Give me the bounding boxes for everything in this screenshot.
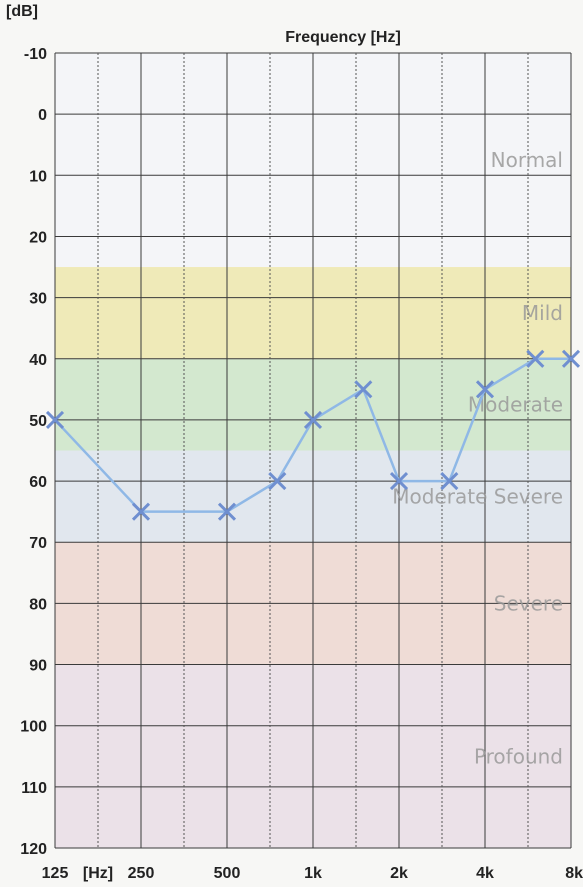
series [45, 349, 581, 521]
data-point-2 [217, 502, 237, 521]
y-tick-9: 80 [29, 596, 47, 613]
y-tick-0: -10 [24, 46, 47, 63]
data-point-10 [561, 349, 581, 368]
y-tick-6: 50 [29, 413, 47, 430]
y-tick-labels: -10 0 10 20 30 40 50 60 70 80 90 100 110 120 [20, 46, 47, 858]
band-label-2: Moderate [468, 393, 563, 417]
x-tick-1: [Hz] [83, 865, 113, 882]
data-point-7 [440, 472, 459, 491]
y-tick-4: 30 [29, 291, 47, 308]
y-tick-12: 110 [21, 780, 47, 797]
grid [54, 52, 572, 849]
data-point-1 [131, 502, 151, 521]
x-tick-2: 250 [128, 865, 155, 882]
band-label-3: Moderate Severe [392, 484, 563, 508]
x-tick-7: 8k [565, 865, 583, 882]
x-tick-5: 2k [390, 865, 408, 882]
band-label-0: Normal [491, 148, 563, 172]
y-tick-5: 40 [29, 352, 47, 369]
x-tick-labels: 125 [Hz] 250 500 1k 2k 4k 8k [42, 865, 583, 882]
y-tick-11: 100 [20, 719, 47, 736]
y-axis-label: [dB] [6, 3, 38, 20]
data-point-5 [354, 380, 373, 399]
data-point-6 [389, 472, 409, 491]
y-tick-8: 70 [29, 535, 47, 552]
y-tick-1: 0 [38, 107, 47, 124]
chart-title: Frequency [Hz] [285, 29, 401, 46]
x-tick-6: 4k [476, 865, 494, 882]
data-point-4 [303, 410, 323, 429]
y-tick-7: 60 [29, 474, 47, 491]
y-tick-2: 10 [29, 168, 47, 185]
y-tick-3: 20 [29, 229, 47, 246]
band-label-4: Severe [494, 591, 563, 615]
x-tick-3: 500 [214, 865, 241, 882]
data-point-0 [45, 410, 65, 429]
data-point-3 [268, 472, 287, 491]
y-tick-13: 120 [20, 841, 47, 858]
band-label-1: Mild [522, 301, 563, 325]
y-tick-10: 90 [29, 658, 47, 675]
band-labels: Normal Mild Moderate Moderate Severe Severe P… [392, 148, 563, 768]
data-point-8 [475, 380, 495, 399]
band-label-5: Profound [474, 744, 563, 768]
x-tick-0: 125 [42, 865, 69, 882]
data-point-9 [526, 349, 545, 368]
x-tick-4: 1k [304, 865, 322, 882]
